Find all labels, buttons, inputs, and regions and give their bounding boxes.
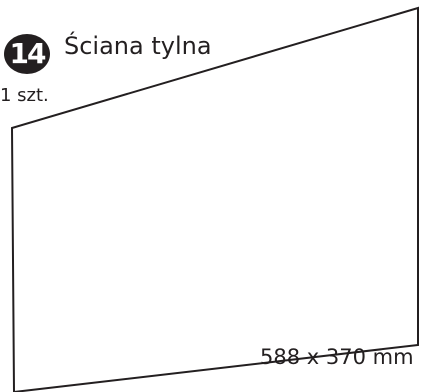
part-number: 14 bbox=[9, 37, 47, 70]
part-name-label: Ściana tylna bbox=[64, 32, 212, 60]
back-panel-outline bbox=[10, 6, 419, 392]
part-number-badge: 14 bbox=[4, 34, 50, 74]
part-quantity-label: 1 szt. bbox=[0, 85, 49, 106]
part-dimensions-label: 588 x 370 mm bbox=[260, 345, 414, 369]
